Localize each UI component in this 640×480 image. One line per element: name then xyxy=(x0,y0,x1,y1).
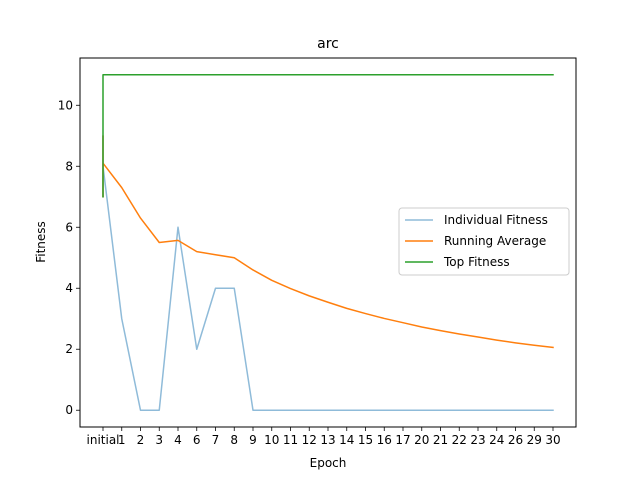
x-tick-label: 3 xyxy=(155,433,163,447)
x-tick-label: 20 xyxy=(414,433,429,447)
x-tick-label: initial xyxy=(87,433,120,447)
legend-label: Top Fitness xyxy=(443,255,510,269)
x-tick-label: 13 xyxy=(320,433,335,447)
x-tick-label: 10 xyxy=(264,433,279,447)
y-axis: 0 2 4 6 8 10 xyxy=(58,98,80,417)
x-tick-label: 7 xyxy=(212,433,220,447)
x-tick-label: 16 xyxy=(377,433,392,447)
legend-label: Individual Fitness xyxy=(444,213,548,227)
x-tick-label: 24 xyxy=(489,433,504,447)
y-tick-label: 8 xyxy=(65,159,73,173)
x-tick-label: 4 xyxy=(174,433,182,447)
series-line-running-average xyxy=(102,135,554,349)
x-axis-title: Epoch xyxy=(310,456,347,470)
chart-title: arc xyxy=(317,36,339,52)
x-tick-label: 9 xyxy=(249,433,257,447)
series-line-top-fitness xyxy=(102,74,554,198)
x-tick-label: 6 xyxy=(193,433,201,447)
x-tick-label: 23 xyxy=(470,433,485,447)
x-tick-label: 30 xyxy=(545,433,560,447)
x-tick-label: 11 xyxy=(283,433,298,447)
x-tick-label: 1 xyxy=(118,433,126,447)
x-tick-label: 12 xyxy=(302,433,317,447)
y-tick-label: 4 xyxy=(65,281,73,295)
y-tick-label: 6 xyxy=(65,220,73,234)
x-tick-label: 17 xyxy=(395,433,410,447)
x-tick-label: 8 xyxy=(230,433,238,447)
x-tick-label: 26 xyxy=(508,433,523,447)
y-tick-label: 2 xyxy=(65,342,73,356)
y-axis-title: Fitness xyxy=(34,221,48,263)
legend: Individual Fitness Running Average Top Fit… xyxy=(398,207,570,276)
series-line-individual-fitness xyxy=(102,135,554,411)
x-tick-label: 29 xyxy=(527,433,542,447)
x-tick-label: 14 xyxy=(339,433,354,447)
legend-label: Running Average xyxy=(444,234,546,248)
x-tick-label: 15 xyxy=(358,433,373,447)
legend-box xyxy=(398,207,570,276)
plot-lines xyxy=(102,74,554,411)
x-tick-label: 2 xyxy=(137,433,145,447)
x-tick-label: 21 xyxy=(433,433,448,447)
x-tick-label: 22 xyxy=(452,433,467,447)
y-tick-label: 0 xyxy=(65,403,73,417)
y-tick-label: 10 xyxy=(58,98,73,112)
